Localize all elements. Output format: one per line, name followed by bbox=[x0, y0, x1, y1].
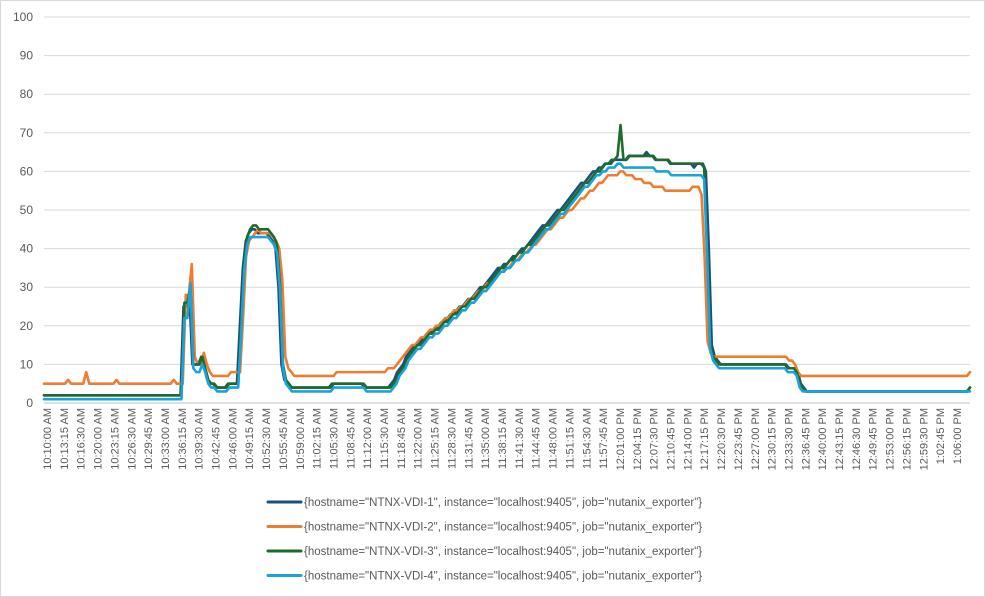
x-tick-label: 12:59:30 PM bbox=[918, 408, 930, 470]
x-tick-label: 11:35:00 AM bbox=[480, 408, 492, 469]
x-tick-label: 1:02:45 PM bbox=[935, 408, 947, 464]
x-tick-label: 10:29:45 AM bbox=[143, 408, 155, 470]
x-tick-label: 10:36:15 AM bbox=[177, 408, 189, 470]
x-tick-label: 11:54:30 AM bbox=[581, 408, 593, 469]
x-tick-label: 12:53:00 PM bbox=[885, 408, 897, 470]
x-tick-label: 10:10:00 AM bbox=[42, 408, 54, 470]
y-tick-label: 50 bbox=[20, 203, 34, 217]
y-tick-label: 30 bbox=[20, 280, 34, 294]
x-tick-label: 11:51:15 AM bbox=[564, 408, 576, 469]
x-tick-label: 1:06:00 PM bbox=[952, 408, 964, 464]
x-tick-label: 12:30:15 PM bbox=[767, 408, 779, 470]
x-tick-label: 12:07:30 PM bbox=[649, 408, 661, 470]
x-tick-label: 12:49:45 PM bbox=[868, 408, 880, 470]
y-tick-label: 20 bbox=[20, 319, 34, 333]
y-tick-label: 90 bbox=[20, 49, 34, 63]
x-tick-label: 11:41:30 AM bbox=[514, 408, 526, 469]
x-tick-label: 11:18:45 AM bbox=[396, 408, 408, 469]
x-tick-label: 12:27:00 PM bbox=[750, 408, 762, 470]
x-tick-label: 10:33:00 AM bbox=[160, 408, 172, 470]
x-tick-label: 10:13:15 AM bbox=[59, 408, 71, 470]
x-tick-label: 11:05:30 AM bbox=[329, 408, 341, 469]
x-tick-label: 10:42:45 AM bbox=[211, 408, 223, 470]
x-tick-label: 10:23:15 AM bbox=[109, 408, 121, 470]
x-tick-label: 10:16:30 AM bbox=[76, 408, 88, 470]
x-tick-label: 11:25:15 AM bbox=[430, 408, 442, 469]
legend-label-3: {hostname="NTNX-VDI-3", instance="localh… bbox=[304, 546, 702, 558]
x-tick-label: 11:15:30 AM bbox=[379, 408, 391, 469]
x-tick-label: 10:55:45 AM bbox=[278, 408, 290, 470]
x-tick-label: 10:46:00 AM bbox=[227, 408, 239, 470]
x-tick-label: 11:38:15 AM bbox=[497, 408, 509, 469]
legend-label-1: {hostname="NTNX-VDI-1", instance="localh… bbox=[304, 497, 702, 509]
x-tick-label: 12:33:30 PM bbox=[784, 408, 796, 470]
x-tick-label: 11:12:00 AM bbox=[362, 408, 374, 469]
x-tick-label: 12:10:45 PM bbox=[666, 408, 678, 470]
x-tick-label: 12:23:45 PM bbox=[733, 408, 745, 470]
x-tick-label: 10:52:30 AM bbox=[261, 408, 273, 470]
x-tick-label: 12:20:30 PM bbox=[716, 408, 728, 470]
x-tick-label: 12:01:00 PM bbox=[615, 408, 627, 470]
x-tick-label: 11:31:45 AM bbox=[463, 408, 475, 469]
y-tick-label: 40 bbox=[20, 242, 34, 256]
y-tick-label: 10 bbox=[20, 357, 34, 371]
x-tick-label: 12:17:15 PM bbox=[699, 408, 711, 470]
y-tick-label: 0 bbox=[26, 396, 33, 410]
series-line-4 bbox=[42, 162, 972, 401]
y-tick-label: 100 bbox=[13, 10, 33, 24]
legend-label-2: {hostname="NTNX-VDI-2", instance="localh… bbox=[304, 522, 702, 534]
x-tick-label: 11:28:30 AM bbox=[446, 408, 458, 469]
x-tick-label: 10:26:30 AM bbox=[126, 408, 138, 470]
x-axis-tick-labels: 10:10:00 AM 10:13:15 AM 10:16:30 AM 10:20:0… bbox=[42, 408, 964, 470]
x-tick-label: 10:39:30 AM bbox=[194, 408, 206, 470]
x-tick-label: 11:22:00 AM bbox=[413, 408, 425, 469]
x-tick-label: 12:04:15 PM bbox=[632, 408, 644, 470]
series-lines bbox=[42, 123, 972, 401]
x-tick-label: 12:40:00 PM bbox=[817, 408, 829, 470]
legend: {hostname="NTNX-VDI-1", instance="localh… bbox=[266, 497, 702, 583]
x-tick-label: 10:59:00 AM bbox=[295, 408, 307, 470]
x-tick-label: 12:56:15 PM bbox=[901, 408, 913, 470]
x-tick-label: 12:14:00 PM bbox=[682, 408, 694, 470]
y-tick-label: 60 bbox=[20, 164, 34, 178]
x-tick-label: 12:36:45 PM bbox=[800, 408, 812, 470]
y-axis-tick-labels: 0 10 20 30 40 50 60 70 80 90 100 bbox=[13, 10, 33, 410]
y-tick-label: 70 bbox=[20, 126, 34, 140]
x-tick-label: 11:02:15 AM bbox=[312, 408, 324, 469]
y-tick-label: 80 bbox=[20, 87, 34, 101]
x-tick-label: 11:44:45 AM bbox=[531, 408, 543, 469]
x-tick-label: 11:57:45 AM bbox=[598, 408, 610, 469]
x-tick-label: 10:49:15 AM bbox=[244, 408, 256, 470]
legend-label-4: {hostname="NTNX-VDI-4", instance="localh… bbox=[304, 571, 702, 583]
x-tick-label: 11:48:00 AM bbox=[548, 408, 560, 469]
x-tick-label: 12:46:30 PM bbox=[851, 408, 863, 470]
x-tick-label: 11:08:45 AM bbox=[345, 408, 357, 469]
x-tick-label: 12:43:15 PM bbox=[834, 408, 846, 470]
x-tick-label: 10:20:00 AM bbox=[93, 408, 105, 470]
